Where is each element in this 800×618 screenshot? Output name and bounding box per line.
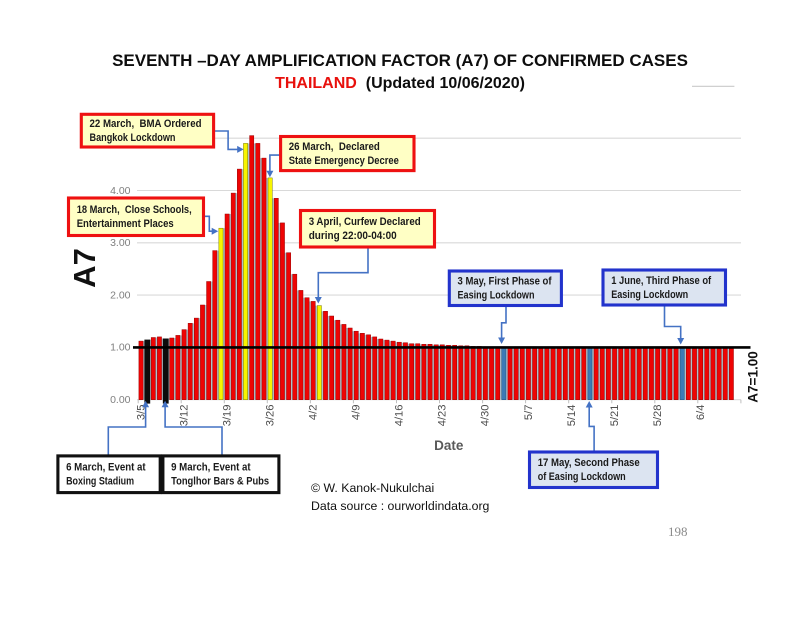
svg-text:9 March, Event at: 9 March, Event at — [171, 462, 251, 474]
svg-text:17 May, Second Phase: 17 May, Second Phase — [538, 457, 640, 469]
svg-text:4/30: 4/30 — [480, 405, 492, 427]
svg-text:3/26: 3/26 — [264, 405, 276, 427]
svg-text:5/28: 5/28 — [652, 405, 664, 427]
svg-text:3 May, First Phase of: 3 May, First Phase of — [458, 276, 552, 288]
svg-text:4/2: 4/2 — [308, 405, 320, 421]
svg-text:4/23: 4/23 — [437, 405, 449, 427]
svg-text:5/21: 5/21 — [609, 405, 621, 427]
svg-text:22 March, BMA Ordered: 22 March, BMA Ordered — [90, 118, 202, 130]
svg-text:5/7: 5/7 — [523, 405, 535, 421]
svg-text:3 April, Curfew Declared: 3 April, Curfew Declared — [309, 216, 421, 228]
svg-text:Entertainment Places: Entertainment Places — [77, 218, 174, 230]
svg-text:6/4: 6/4 — [695, 405, 707, 421]
svg-text:0.00: 0.00 — [110, 394, 131, 406]
svg-text:18 March, Close Schools,: 18 March, Close Schools, — [77, 204, 192, 216]
svg-text:of Easing Lockdown: of Easing Lockdown — [538, 471, 626, 483]
svg-text:3.00: 3.00 — [110, 237, 131, 249]
svg-text:2.00: 2.00 — [110, 289, 131, 301]
svg-text:Easing Lockdown: Easing Lockdown — [611, 289, 688, 301]
svg-text:1 June, Third Phase of: 1 June, Third Phase of — [611, 275, 711, 287]
svg-text:A7=1.00: A7=1.00 — [746, 351, 761, 402]
svg-text:4.00: 4.00 — [110, 185, 131, 197]
svg-text:Date: Date — [434, 438, 464, 453]
svg-text:Easing Lockdown: Easing Lockdown — [458, 290, 535, 302]
svg-text:1.00: 1.00 — [110, 342, 131, 354]
svg-text:Bangkok Lockdown: Bangkok Lockdown — [90, 132, 176, 144]
svg-text:26 March, Declared: 26 March, Declared — [289, 141, 380, 153]
svg-text:Boxing Stadium: Boxing Stadium — [66, 476, 134, 488]
svg-text:6 March, Event at: 6 March, Event at — [66, 462, 146, 474]
svg-text:4/16: 4/16 — [394, 405, 406, 427]
svg-text:Tonglhor Bars & Pubs: Tonglhor Bars & Pubs — [171, 476, 269, 488]
svg-text:3/5: 3/5 — [135, 405, 147, 421]
svg-text:3/12: 3/12 — [178, 405, 190, 427]
svg-text:during 22:00-04:00: during 22:00-04:00 — [309, 230, 397, 242]
svg-text:A7: A7 — [67, 248, 102, 288]
svg-text:3/19: 3/19 — [221, 405, 233, 427]
svg-text:5/14: 5/14 — [566, 405, 578, 427]
svg-text:State Emergency Decree: State Emergency Decree — [289, 155, 399, 167]
svg-text:4/9: 4/9 — [351, 405, 363, 421]
